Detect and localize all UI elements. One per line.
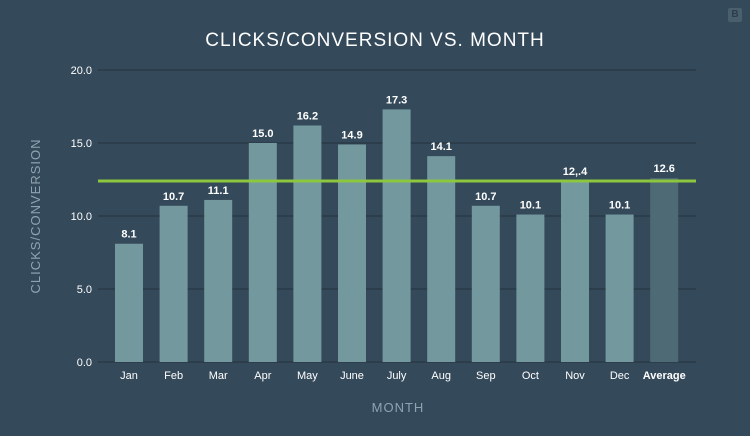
x-axis-label: MONTH	[372, 400, 425, 415]
y-tick-label: 20.0	[71, 65, 92, 77]
x-axis-ticks: Jan Feb Mar Apr May June July Aug Sep Oct Nov Dec Av…	[120, 370, 686, 382]
y-axis-label: CLICKS/CONVERSION	[28, 139, 43, 294]
x-tick-label-may: May	[297, 370, 318, 382]
data-label-aug: 14.1	[430, 141, 451, 153]
y-tick-label: 15.0	[71, 138, 92, 150]
x-tick-label-nov: Nov	[565, 370, 585, 382]
data-label-july: 17.3	[386, 94, 407, 106]
x-tick-label-sep: Sep	[476, 370, 496, 382]
x-tick-label-jan: Jan	[120, 370, 138, 382]
bar-july	[382, 109, 411, 362]
data-label-may: 16.2	[297, 110, 318, 122]
bar-average	[650, 178, 679, 362]
data-label-sep: 10.7	[475, 191, 496, 203]
bar-sep	[471, 205, 500, 362]
brand-badge: B	[728, 8, 742, 22]
data-label-dec: 10.1	[609, 200, 630, 212]
data-label-feb: 10.7	[163, 191, 184, 203]
y-tick-label: 10.0	[71, 211, 92, 223]
bar-oct	[516, 214, 545, 362]
data-label-mar: 11.1	[208, 185, 229, 197]
bar-nov	[561, 180, 589, 362]
data-label-oct: 10.1	[520, 200, 541, 212]
x-tick-label-july: July	[387, 370, 407, 382]
x-tick-label-average: Average	[643, 370, 686, 382]
data-label-jan: 8.1	[121, 229, 136, 241]
x-tick-label-oct: Oct	[522, 370, 539, 382]
data-label-apr: 15.0	[252, 128, 273, 140]
bar-apr	[248, 143, 277, 362]
bar-feb	[159, 205, 188, 362]
x-tick-label-mar: Mar	[209, 370, 228, 382]
bar-jan	[115, 243, 143, 362]
chart-title: CLICKS/CONVERSION VS. MONTH	[205, 30, 545, 51]
data-labels: 8.1 10.7 11.1 15.0 16.2 14.9 17.3 14.1 10.7 10.1 1…	[121, 94, 675, 240]
x-tick-label-aug: Aug	[431, 370, 451, 382]
bar-aug	[427, 156, 456, 362]
data-label-june: 14.9	[341, 129, 362, 141]
data-label-nov: 12,.4	[563, 166, 588, 178]
y-tick-label: 0.0	[77, 357, 92, 369]
bars	[115, 109, 679, 362]
x-tick-label-dec: Dec	[610, 370, 630, 382]
bar-dec	[605, 214, 634, 362]
y-tick-label: 5.0	[77, 284, 92, 296]
bar-june	[338, 144, 366, 362]
x-tick-label-feb: Feb	[164, 370, 183, 382]
bar-mar	[204, 199, 233, 362]
x-tick-label-june: June	[340, 370, 364, 382]
y-axis-ticks: 0.0 5.0 10.0 15.0 20.0	[71, 65, 92, 369]
data-label-average: 12.6	[653, 163, 674, 175]
bar-may	[293, 125, 322, 362]
x-tick-label-apr: Apr	[254, 370, 271, 382]
